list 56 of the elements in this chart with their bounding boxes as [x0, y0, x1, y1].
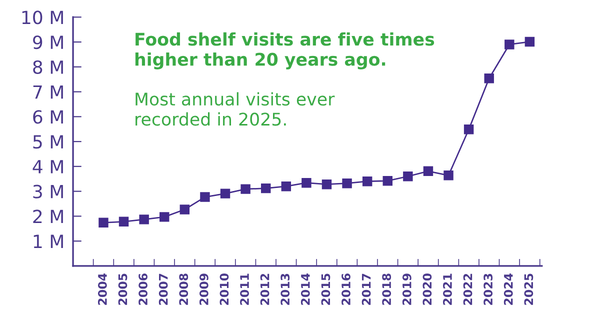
- point: [464, 124, 474, 134]
- x-tick-label: 2013: [280, 274, 290, 305]
- y-tick-label: 9 M: [33, 35, 63, 50]
- y-tick-label: 2 M: [33, 210, 63, 224]
- x-tick-label: 2016: [342, 274, 350, 305]
- x-tick-label: 2014: [300, 273, 310, 305]
- point: [200, 192, 210, 202]
- x-tick-label: 2009: [199, 274, 208, 305]
- point: [160, 212, 170, 222]
- point: [281, 181, 292, 192]
- point: [180, 204, 190, 214]
- x-tick-label: 2005: [118, 274, 128, 305]
- x-tick-label: 2025: [524, 274, 534, 305]
- y-tick-label: 5 M: [33, 135, 63, 149]
- x-tick-label: 2004: [98, 273, 107, 305]
- point: [504, 40, 514, 50]
- point: [322, 179, 332, 190]
- point: [342, 178, 352, 188]
- y-tick-label: 3 M: [33, 184, 63, 198]
- point: [98, 218, 108, 228]
- point: [524, 36, 535, 47]
- x-tick-label: 2019: [402, 274, 412, 305]
- annotation: Most annual visits ever recorded in 2025.: [136, 92, 335, 126]
- x-tick-label: 2022: [463, 274, 472, 305]
- x-tick-label: 2008: [179, 274, 188, 305]
- point: [118, 216, 129, 227]
- x-tick-label: 2024: [504, 273, 513, 305]
- point: [260, 183, 271, 194]
- x-tick-label: 2011: [240, 274, 249, 305]
- x-tick-label: 2018: [382, 274, 392, 305]
- x-tick-label: 2021: [443, 274, 452, 305]
- point: [423, 166, 434, 176]
- point: [139, 214, 149, 224]
- x-tick-label: 2015: [321, 274, 330, 305]
- point: [403, 172, 413, 182]
- annotation: Food shelf visits are five times higher than 20 years ago.: [135, 32, 434, 70]
- point: [382, 176, 392, 186]
- x-tick-label: 2017: [362, 274, 371, 305]
- y-tick-label: 8 M: [33, 60, 63, 74]
- y-tick-label: 7 M: [33, 85, 63, 99]
- y-tick-label: 1 M: [34, 234, 63, 248]
- x-tick-label: 2006: [138, 274, 148, 305]
- point: [444, 170, 454, 180]
- y-tick-label: 4 M: [32, 160, 63, 174]
- y-tick-label: 10 M: [22, 10, 63, 24]
- point: [302, 178, 312, 188]
- x-tick-label: 2012: [260, 274, 270, 305]
- point: [362, 176, 372, 186]
- x-tick-label: 2010: [220, 273, 229, 305]
- x-tick-label: 2007: [158, 274, 168, 305]
- point: [220, 188, 230, 198]
- x-tick-label: 2020: [422, 273, 432, 305]
- point: [240, 184, 250, 194]
- point: [484, 73, 494, 84]
- x-tick-label: 2023: [484, 274, 493, 305]
- y-tick-label: 6 M: [33, 110, 63, 124]
